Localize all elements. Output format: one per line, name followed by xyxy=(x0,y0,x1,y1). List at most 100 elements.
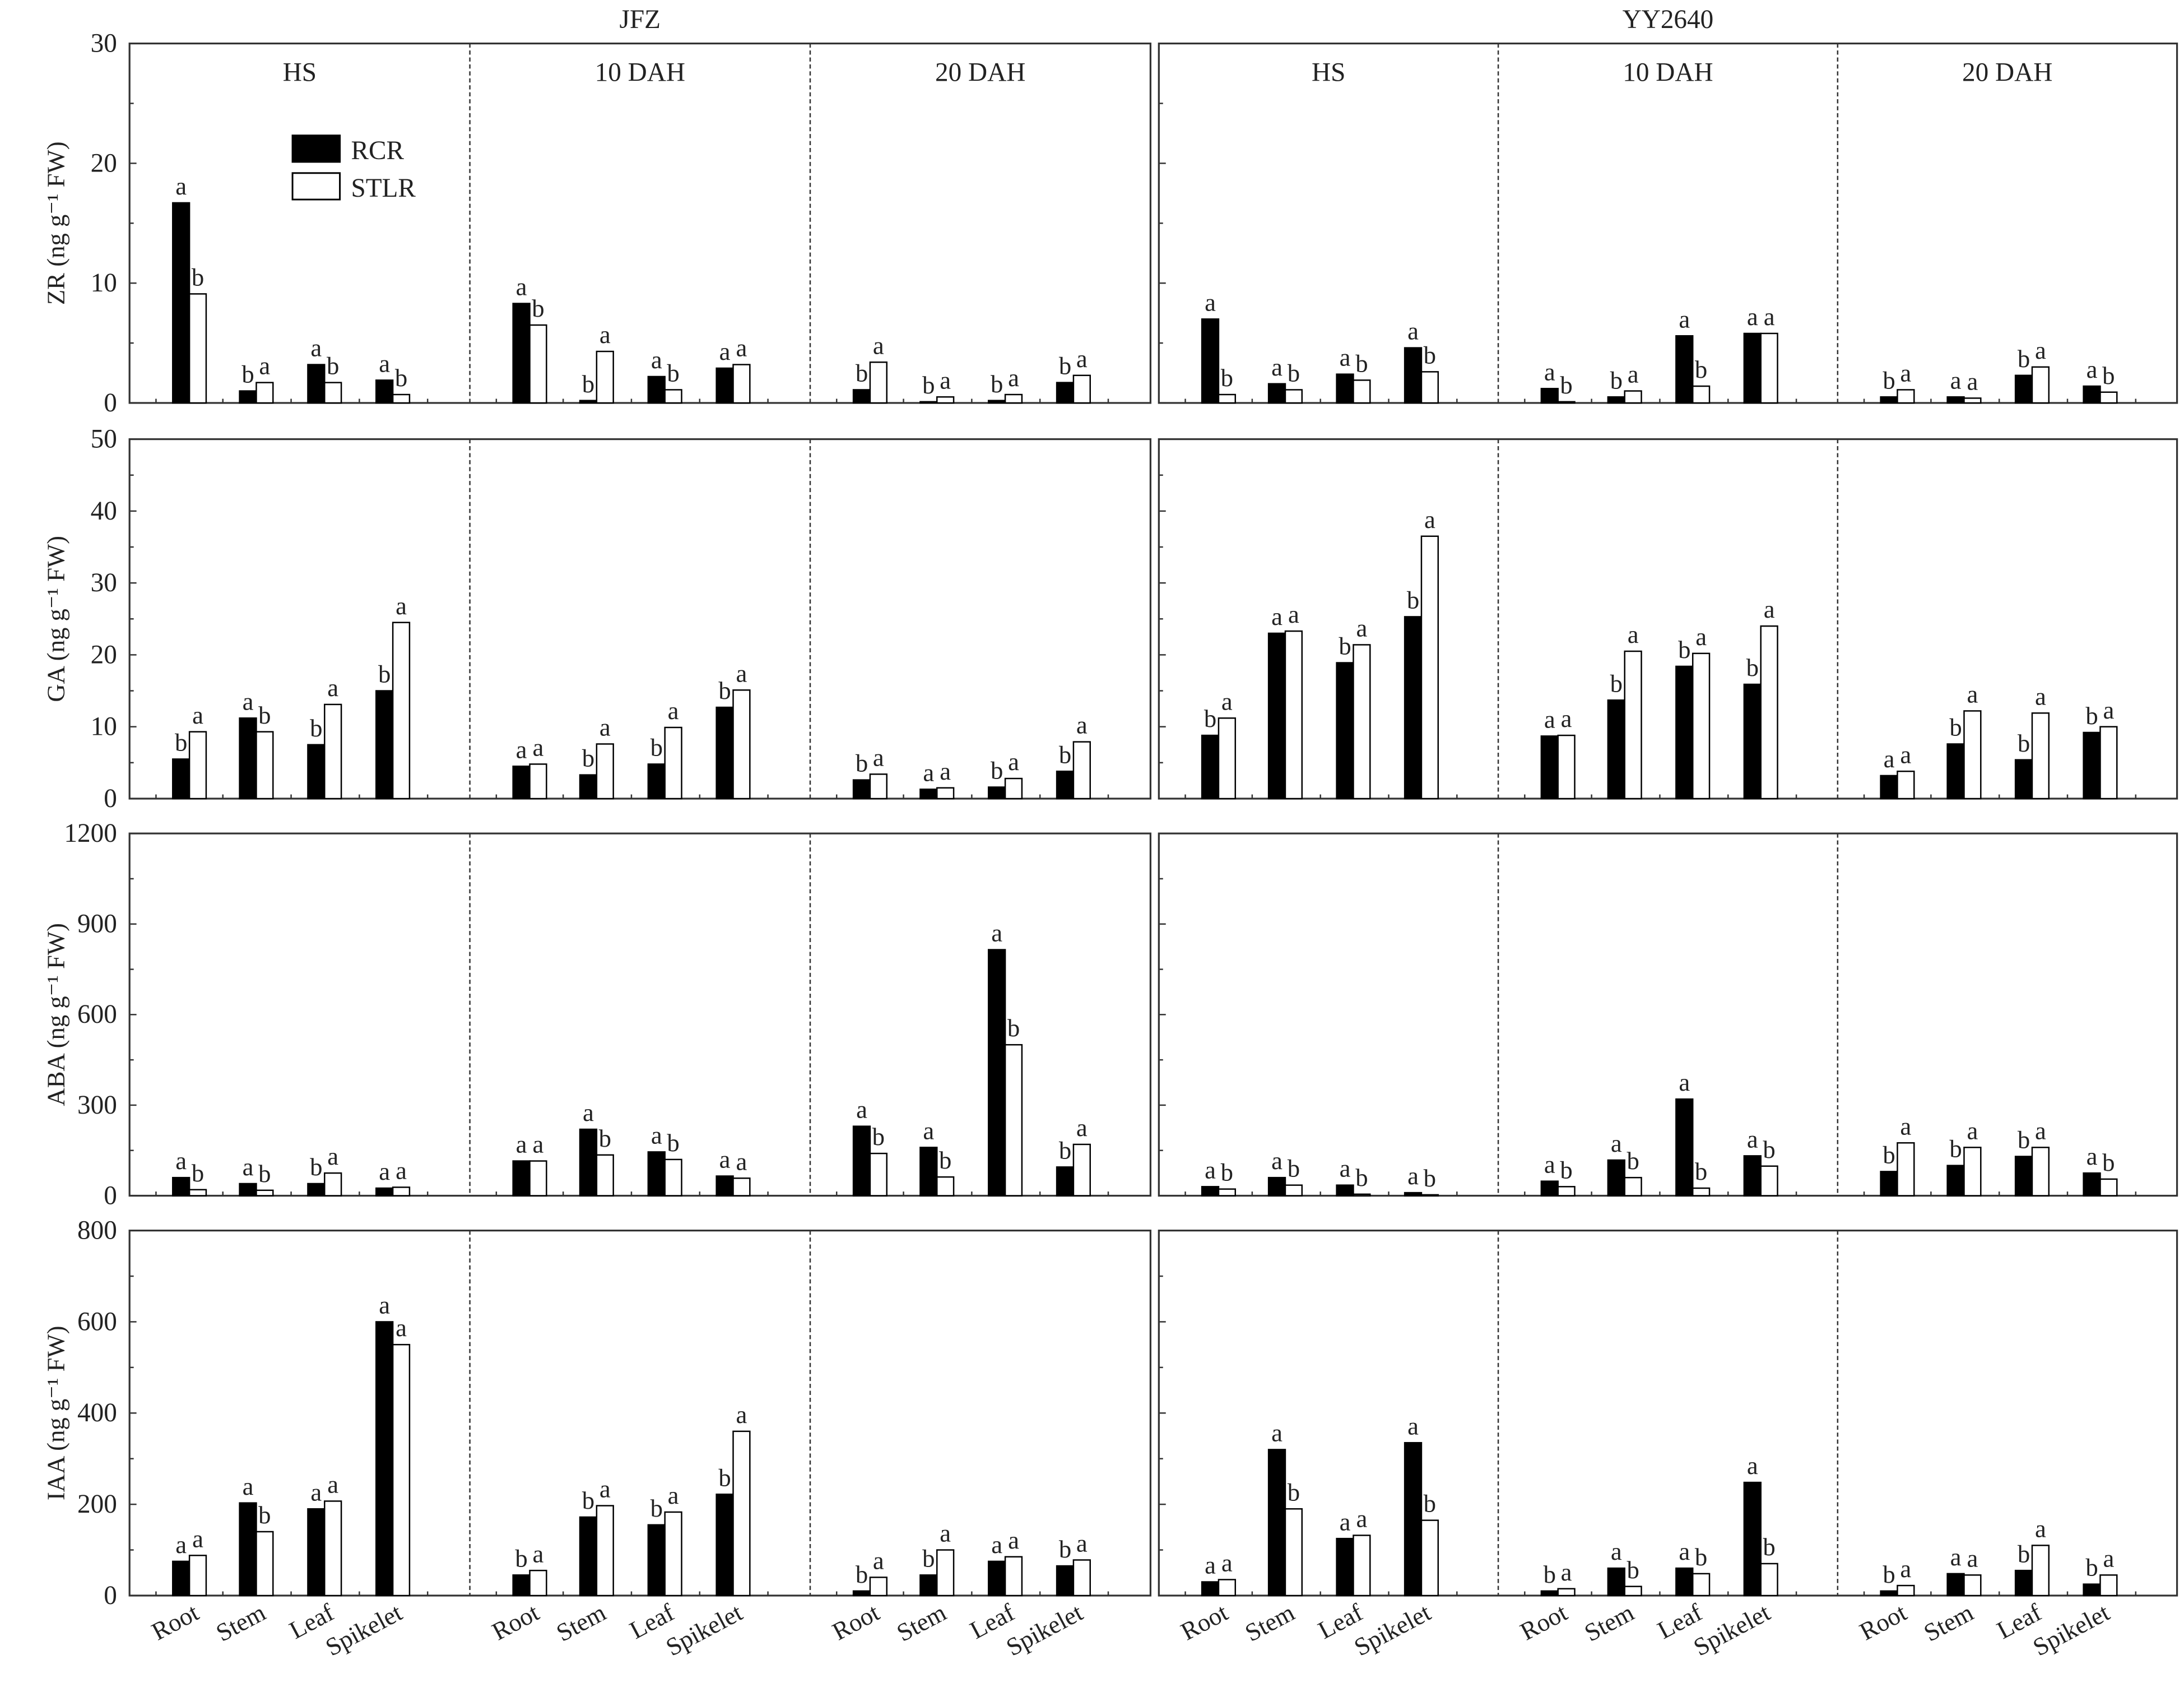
x-tick-label-spikelet: Spikelet xyxy=(1002,1598,1088,1661)
bar-rcr-spikelet xyxy=(1056,382,1075,404)
significance-letter: a xyxy=(873,331,884,359)
bar-stlr-spikelet xyxy=(1072,1559,1091,1597)
x-tick-label-spikelet: Spikelet xyxy=(1689,1598,1774,1661)
bar-stlr-stem xyxy=(1624,1176,1642,1197)
bar-stlr-stem xyxy=(596,350,614,404)
bar-rcr-spikelet xyxy=(715,1175,734,1197)
y-tick-label: 10 xyxy=(91,712,117,741)
y-tick-label: 30 xyxy=(91,568,117,597)
bar-stlr-stem xyxy=(936,396,955,404)
significance-letter: b xyxy=(1678,636,1690,664)
significance-letter: b xyxy=(1627,1556,1639,1584)
significance-letter: a xyxy=(1271,353,1282,381)
bar-rcr-spikelet xyxy=(715,367,734,404)
significance-letter: a xyxy=(243,687,254,715)
significance-letter: a xyxy=(516,735,527,763)
bar-rcr-leaf xyxy=(1336,662,1354,800)
bar-rcr-stem xyxy=(919,789,938,800)
bar-rcr-leaf xyxy=(1336,373,1354,404)
bar-stlr-spikelet xyxy=(1072,374,1091,404)
significance-letter: b xyxy=(515,1544,527,1572)
bar-stlr-leaf xyxy=(324,382,342,404)
significance-letter: b xyxy=(582,370,594,398)
significance-letter: a xyxy=(923,1116,934,1144)
bar-stlr-root xyxy=(1897,770,1915,800)
bar-rcr-leaf xyxy=(307,744,326,800)
y-tick-label: 10 xyxy=(91,268,117,298)
significance-letter: a xyxy=(1900,359,1911,387)
bar-rcr-spikelet xyxy=(2083,385,2101,404)
significance-letter: b xyxy=(1355,349,1368,377)
bar-stlr-leaf xyxy=(2031,712,2050,800)
significance-letter: b xyxy=(1007,1014,1020,1042)
bar-rcr-root xyxy=(1880,396,1898,404)
bar-stlr-stem xyxy=(255,1531,274,1597)
bar-rcr-spikelet xyxy=(1404,1441,1423,1597)
bar-stlr-root xyxy=(869,1152,887,1197)
bar-stlr-root xyxy=(1557,1588,1576,1597)
significance-letter: a xyxy=(856,1096,867,1124)
significance-letter: a xyxy=(1561,1558,1572,1586)
significance-letter: a xyxy=(1900,1555,1911,1583)
significance-letter: a xyxy=(2035,336,2046,364)
significance-letter: b xyxy=(2085,1554,2098,1582)
significance-letter: a xyxy=(1008,364,1019,392)
significance-letter: b xyxy=(1627,1147,1639,1175)
stage-label: HS xyxy=(1312,58,1345,87)
panel-frame xyxy=(128,42,1152,404)
bar-rcr-spikelet xyxy=(1404,1192,1423,1197)
significance-letter: a xyxy=(396,1156,407,1184)
significance-letter: a xyxy=(175,1147,187,1175)
bar-rcr-leaf xyxy=(2014,1156,2033,1197)
significance-letter: a xyxy=(192,1524,203,1552)
significance-letter: a xyxy=(1544,705,1555,733)
significance-letter: a xyxy=(2103,696,2114,724)
bar-stlr-leaf xyxy=(1692,1187,1711,1197)
significance-letter: a xyxy=(940,1519,951,1547)
bar-stlr-root xyxy=(1218,717,1237,800)
significance-letter: a xyxy=(651,1121,662,1149)
bar-stlr-stem xyxy=(255,1189,274,1197)
significance-letter: b xyxy=(1059,352,1071,380)
significance-letter: b xyxy=(2018,1540,2030,1568)
significance-letter: a xyxy=(1679,1537,1690,1565)
bar-rcr-leaf xyxy=(2014,374,2033,404)
significance-letter: a xyxy=(396,1314,407,1342)
bar-rcr-root xyxy=(1540,1180,1559,1197)
bar-rcr-root xyxy=(172,1176,190,1197)
significance-letter: a xyxy=(1271,602,1282,631)
significance-letter: a xyxy=(379,1291,390,1319)
significance-letter: a xyxy=(1076,711,1088,739)
x-tick-label-stem: Stem xyxy=(1240,1598,1299,1647)
significance-letter: a xyxy=(532,1130,543,1158)
bar-stlr-root xyxy=(1897,1584,1915,1597)
bar-stlr-root xyxy=(869,1577,887,1597)
y-tick-label: 20 xyxy=(91,149,117,178)
significance-letter: a xyxy=(736,1401,747,1429)
significance-letter: a xyxy=(516,273,527,301)
significance-letter: a xyxy=(1008,748,1019,776)
bar-stlr-spikelet xyxy=(732,1177,751,1197)
bar-rcr-leaf xyxy=(1336,1184,1354,1197)
significance-letter: b xyxy=(310,714,322,742)
bar-rcr-stem xyxy=(1946,396,1965,404)
bar-stlr-stem xyxy=(1284,1184,1303,1197)
significance-letter: a xyxy=(327,1142,338,1170)
x-tick-label-stem: Stem xyxy=(1919,1598,1978,1647)
significance-letter: a xyxy=(1407,1162,1419,1190)
significance-letter: a xyxy=(923,758,934,786)
significance-letter: a xyxy=(1544,1151,1555,1179)
significance-letter: b xyxy=(192,263,204,291)
bar-stlr-leaf xyxy=(324,1172,342,1197)
bar-rcr-spikelet xyxy=(1056,770,1075,800)
bar-stlr-leaf xyxy=(1692,385,1711,404)
x-tick-label-spikelet: Spikelet xyxy=(321,1598,407,1661)
y-tick-label: 40 xyxy=(91,497,117,526)
significance-letter: a xyxy=(192,701,203,729)
significance-letter: b xyxy=(872,1123,885,1151)
significance-letter: a xyxy=(310,334,322,362)
y-tick-label: 50 xyxy=(91,425,117,454)
y-tick-label: 0 xyxy=(104,784,117,813)
significance-letter: b xyxy=(939,1146,951,1174)
bar-rcr-root xyxy=(852,1590,871,1597)
